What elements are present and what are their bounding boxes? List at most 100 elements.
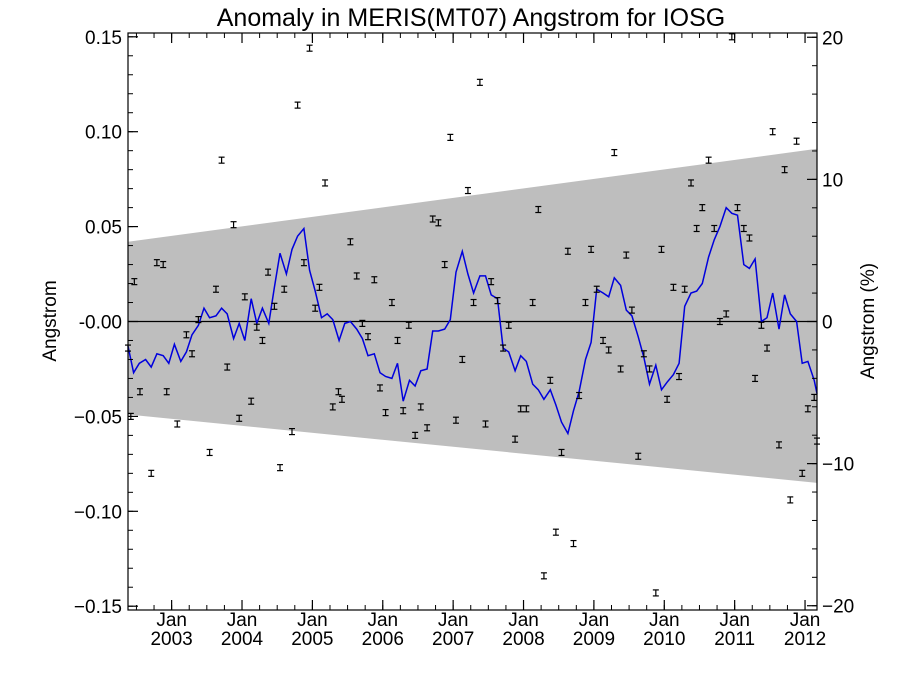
data-point — [412, 431, 419, 439]
data-point — [277, 464, 284, 472]
y-axis-label-right: Angstrom (%) — [858, 263, 879, 379]
data-point — [781, 166, 788, 174]
data-point — [300, 259, 307, 267]
data-point — [564, 247, 571, 255]
data-point — [218, 156, 225, 164]
data-point — [600, 336, 607, 345]
data-point — [183, 331, 190, 339]
y-right-tick-label: −10 — [822, 455, 854, 476]
data-point — [482, 420, 489, 428]
data-point — [558, 448, 565, 457]
data-point — [306, 44, 313, 52]
data-point — [646, 365, 653, 373]
data-point — [174, 420, 181, 428]
data-point — [265, 268, 272, 276]
data-point — [236, 414, 243, 422]
y-right-tick-label: 20 — [822, 28, 843, 49]
data-point — [640, 350, 647, 358]
data-point — [688, 179, 695, 187]
x-tick-label-year: 2006 — [362, 629, 404, 650]
data-point — [394, 336, 401, 345]
data-point — [131, 278, 138, 286]
data-point — [417, 403, 424, 411]
data-point — [316, 283, 323, 291]
data-point — [359, 319, 366, 327]
x-tick-label-year: 2009 — [573, 629, 615, 650]
data-point — [259, 336, 266, 345]
data-point — [529, 298, 536, 307]
data-point — [253, 323, 260, 331]
data-point — [464, 186, 471, 195]
data-point — [775, 441, 782, 449]
data-point — [447, 133, 454, 141]
data-point — [793, 137, 800, 145]
data-point — [740, 224, 747, 233]
data-point — [540, 572, 547, 580]
data-point — [206, 448, 213, 457]
data-point — [136, 388, 143, 396]
data-point — [699, 204, 706, 212]
data-point — [470, 298, 477, 307]
series-line-0 — [127, 206, 818, 436]
data-point — [658, 245, 665, 253]
x-tick-label-year: 2010 — [643, 629, 685, 650]
data-point — [322, 179, 329, 187]
x-tick-label-year: 2003 — [150, 629, 192, 650]
data-point — [628, 306, 635, 314]
data-point — [652, 589, 659, 597]
x-tick-label-month: Jan — [719, 610, 750, 631]
chart-title: Anomaly in MERIS(MT07) Angstrom for IOSG — [217, 4, 725, 32]
data-point — [723, 310, 730, 318]
data-point — [787, 496, 794, 504]
x-tick-label-month: Jan — [297, 610, 328, 631]
data-point — [505, 321, 512, 329]
data-point — [452, 416, 459, 424]
y-tick-label: 0.15 — [85, 28, 122, 49]
y-tick-label: 0.10 — [85, 123, 122, 144]
data-point — [605, 346, 612, 354]
data-point — [382, 409, 389, 417]
y-right-tick-label: −20 — [822, 597, 854, 618]
x-tick-label-month: Jan — [227, 610, 258, 631]
data-point — [552, 528, 559, 536]
data-point — [588, 245, 595, 253]
data-point — [693, 224, 700, 233]
x-tick-label-month: Jan — [579, 610, 610, 631]
x-tick-label-month: Jan — [508, 610, 539, 631]
data-point — [476, 78, 483, 86]
y-right-tick-label: 10 — [822, 170, 843, 191]
data-point — [429, 215, 436, 223]
data-point — [670, 283, 677, 291]
data-point — [582, 298, 589, 307]
y-right-tick-label: 0 — [822, 313, 833, 334]
data-point — [405, 321, 412, 329]
data-point — [388, 298, 395, 307]
data-point — [512, 435, 519, 443]
data-point — [424, 424, 431, 432]
data-point — [195, 316, 202, 324]
data-point — [681, 285, 688, 293]
data-point — [163, 388, 170, 396]
data-point — [764, 344, 771, 352]
data-point — [435, 219, 442, 227]
data-point — [769, 128, 776, 136]
data-point — [500, 344, 507, 352]
data-point — [734, 204, 741, 212]
y-tick-label: −0.10 — [74, 502, 122, 523]
data-point — [371, 276, 378, 284]
data-point — [312, 304, 319, 312]
data-point — [376, 384, 383, 392]
y-tick-label: 0.05 — [85, 218, 122, 239]
y-axis-label-left: Angstrom — [40, 280, 61, 361]
data-point — [758, 321, 765, 329]
data-point — [288, 427, 295, 436]
x-tick-label-month: Jan — [367, 610, 398, 631]
data-point — [160, 260, 167, 269]
data-point — [804, 405, 811, 413]
data-point — [705, 156, 712, 164]
data-point — [523, 405, 530, 413]
x-tick-label-month: Jan — [649, 610, 680, 631]
y-tick-label: −0.05 — [74, 407, 122, 428]
data-point — [400, 407, 407, 415]
